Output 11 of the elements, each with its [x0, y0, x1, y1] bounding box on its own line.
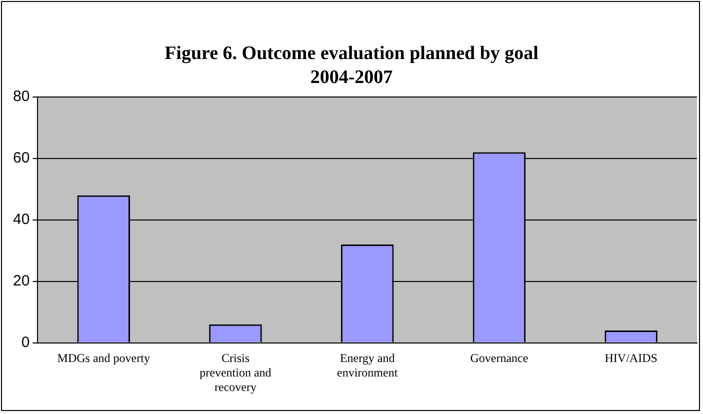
x-tick-label: Crisis prevention and recovery [200, 351, 272, 394]
x-tick-label: HIV/AIDS [604, 351, 658, 366]
x-tick-label: MDGs and poverty [57, 351, 150, 366]
y-tick-label: 40 [12, 211, 30, 228]
y-tick-label: 60 [12, 150, 30, 167]
y-tick-label: 20 [12, 272, 30, 290]
y-tick-label: 80 [12, 88, 30, 106]
y-tick-label: 0 [21, 334, 30, 351]
chart-title: Figure 6. Outcome evaluation planned by goal 2004-2007 [164, 42, 540, 90]
x-tick-label: Governance [470, 351, 528, 366]
x-tick-label: Energy and environment [337, 351, 398, 380]
